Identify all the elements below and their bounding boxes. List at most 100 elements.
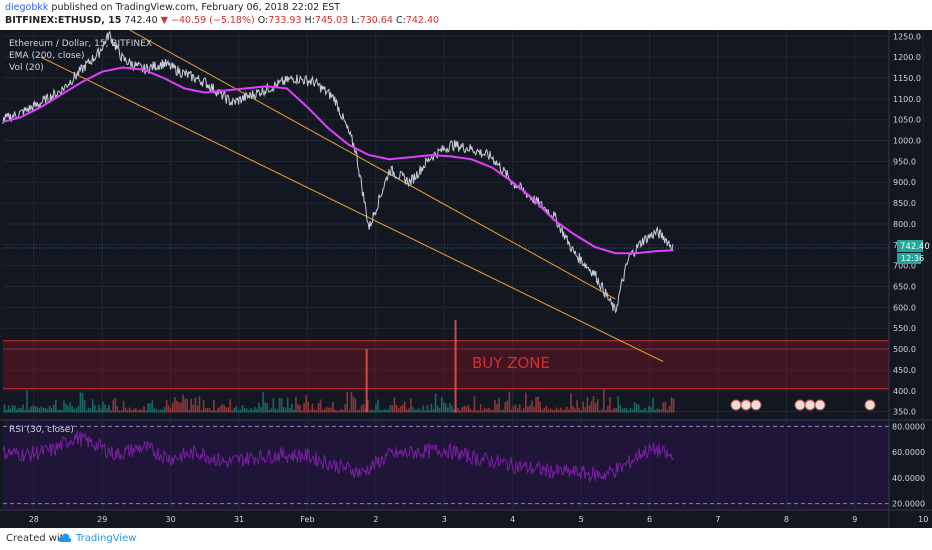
event-flag-icon[interactable] <box>730 399 742 411</box>
volume-bar <box>145 410 147 413</box>
volume-bar <box>153 408 156 413</box>
volume-bar <box>46 408 49 413</box>
volume-bar <box>48 405 51 413</box>
volume-bar <box>600 409 603 413</box>
volume-bar <box>391 405 394 413</box>
axis-layer: 350.0 400.0 450.0 500.0 550.0 600.0 650.0 700.0… <box>29 32 929 524</box>
volume-bar <box>225 407 227 413</box>
volume-bar <box>512 406 515 413</box>
volume-bar <box>352 396 355 413</box>
event-markers <box>730 399 876 411</box>
volume-bar <box>576 399 578 413</box>
volume-bar <box>424 410 427 413</box>
volume-bar <box>395 404 398 413</box>
y-tick-label: 600.0 <box>893 303 916 312</box>
volume-bar <box>664 401 667 413</box>
volume-bar <box>28 409 30 413</box>
volume-bar <box>309 409 312 413</box>
volume-bar <box>321 409 324 413</box>
x-tick-label: 2 <box>373 515 378 524</box>
volume-bar <box>492 410 494 413</box>
volume-bar <box>169 408 172 413</box>
volume-bar <box>278 397 281 413</box>
volume-bar <box>535 397 537 413</box>
volume-bar <box>165 399 168 413</box>
x-tick-label: 9 <box>852 515 857 524</box>
volume-bar <box>369 410 371 413</box>
y-tick-label: 400.0 <box>893 387 916 396</box>
volume-bar <box>629 407 632 413</box>
volume-bar <box>371 409 373 413</box>
volume-bar <box>196 405 199 413</box>
event-flag-icon[interactable] <box>814 399 826 411</box>
volume-bar <box>239 409 242 413</box>
volume-bar <box>516 408 519 413</box>
volume-bar <box>668 405 671 413</box>
volume-spike <box>365 349 368 413</box>
volume-bar <box>397 407 400 413</box>
y-tick-label: 900.0 <box>893 178 916 187</box>
volume-bar <box>295 396 297 413</box>
channel-lower-line[interactable] <box>40 56 664 363</box>
volume-bar <box>96 410 98 413</box>
event-flag-icon[interactable] <box>804 399 816 411</box>
volume-bar <box>434 393 437 413</box>
volume-bar <box>451 405 453 413</box>
volume-bar <box>481 410 484 413</box>
event-flag-icon[interactable] <box>750 399 762 411</box>
volume-bar <box>215 410 217 413</box>
y-tick-label: 700.0 <box>893 262 916 271</box>
volume-spike <box>454 319 457 413</box>
volume-bar <box>568 409 570 413</box>
volume-bar <box>605 410 607 413</box>
volume-bar <box>151 400 154 413</box>
volume-bar <box>237 410 240 413</box>
volume-bar <box>570 392 572 413</box>
volume-bar <box>473 396 476 413</box>
volume-bar <box>358 409 361 413</box>
event-flag-icon[interactable] <box>794 399 806 411</box>
volume-bar <box>619 404 622 413</box>
event-flag-icon[interactable] <box>864 399 876 411</box>
volume-bar <box>656 408 658 413</box>
volume-bar <box>621 409 624 413</box>
volume-bar <box>323 408 326 413</box>
volume-bar <box>130 409 133 413</box>
volume-bar <box>529 405 531 413</box>
volume-bar <box>282 406 285 413</box>
legend-rsi: RSI (30, close) <box>9 425 74 435</box>
event-flag-icon[interactable] <box>740 399 752 411</box>
channel-upper-line[interactable] <box>129 30 616 300</box>
volume-bar <box>245 408 248 413</box>
volume-bar <box>219 406 221 413</box>
volume-bar <box>483 407 486 413</box>
volume-bar <box>198 396 201 413</box>
volume-bar <box>356 410 359 413</box>
volume-bar <box>488 407 490 413</box>
volume-bar <box>650 407 652 413</box>
volume-bar <box>580 410 583 413</box>
volume-bar <box>467 404 470 413</box>
price-layer <box>2 30 889 314</box>
volume-bar <box>438 407 441 413</box>
volume-bar <box>190 398 193 413</box>
volume-bar <box>81 392 84 413</box>
volume-bar <box>584 407 587 413</box>
volume-bar <box>348 410 351 413</box>
volume-bar <box>188 409 191 413</box>
volume-bar <box>578 407 580 413</box>
volume-bar <box>475 410 478 413</box>
volume-bar <box>311 403 314 413</box>
volume-bar <box>32 405 35 413</box>
chart-canvas[interactable]: 350.0 400.0 450.0 500.0 550.0 600.0 650.0 700.0… <box>0 30 932 528</box>
volume-bar <box>63 400 65 413</box>
volume-bar <box>276 409 279 413</box>
volume-bar <box>303 402 305 413</box>
volume-bar <box>176 400 178 413</box>
volume-bar <box>167 405 170 413</box>
high-label: H: <box>304 15 315 26</box>
x-tick-label: 29 <box>97 515 107 524</box>
volume-bar <box>217 407 219 413</box>
tradingview-brand-link[interactable]: TradingView <box>76 533 137 544</box>
author-link[interactable]: diegobkk <box>5 2 49 13</box>
